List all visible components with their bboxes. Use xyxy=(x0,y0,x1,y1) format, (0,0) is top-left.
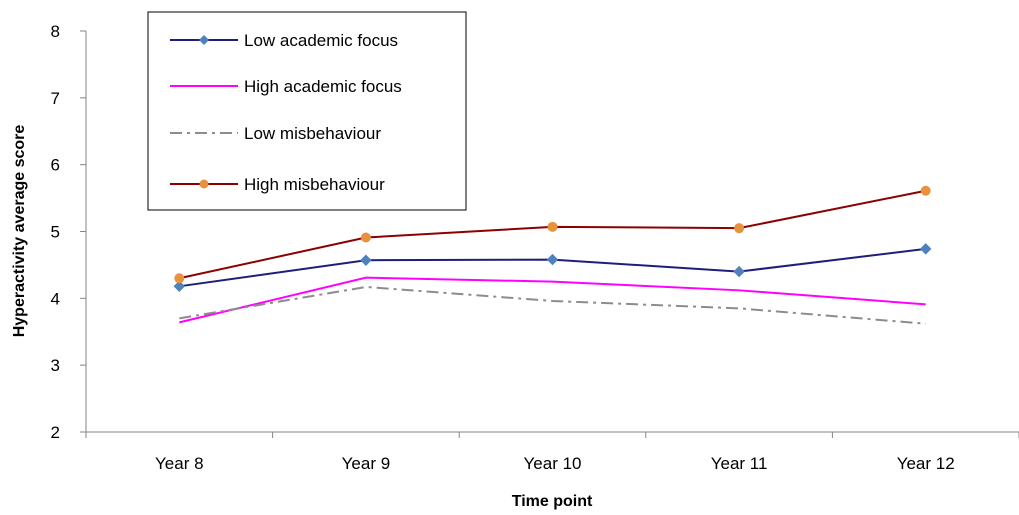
x-tick-label: Year 9 xyxy=(342,454,391,473)
legend-item: Low academic focus xyxy=(170,31,398,50)
y-tick-label: 8 xyxy=(51,22,60,41)
data-point xyxy=(174,273,185,284)
x-tick-label: Year 12 xyxy=(897,454,955,473)
x-axis-title: Time point xyxy=(512,493,593,510)
series-line xyxy=(179,276,926,324)
legend-item: High academic focus xyxy=(170,77,402,96)
axes: 2 3 4 5 6 7 8 Year 8 Year 9 Year 10 Year 11 Year 12 xyxy=(51,22,1019,473)
y-tick-label: 7 xyxy=(51,89,60,108)
legend-box xyxy=(147,11,467,211)
legend-label: Low academic focus xyxy=(244,31,398,50)
legend-marker xyxy=(199,35,209,45)
series-line xyxy=(179,285,926,325)
data-point xyxy=(734,223,745,234)
data-point xyxy=(547,221,558,232)
y-tick-label: 2 xyxy=(51,423,60,442)
data-point xyxy=(546,253,559,266)
data-point xyxy=(920,185,931,196)
legend-label: Low misbehaviour xyxy=(244,124,381,143)
data-point xyxy=(360,254,372,266)
legend-label: High misbehaviour xyxy=(244,175,385,194)
legend-item: High misbehaviour xyxy=(170,175,385,194)
legend-label: High academic focus xyxy=(244,77,402,96)
legend: Low academic focus High academic focus Low… xyxy=(147,11,467,211)
series-high-misbehaviour xyxy=(174,185,931,284)
data-point xyxy=(173,280,186,293)
y-tick-label: 3 xyxy=(51,356,60,375)
x-tick-label: Year 11 xyxy=(711,454,768,473)
legend-marker xyxy=(199,179,209,189)
y-axis-title: Hyperactivity average score xyxy=(11,125,28,338)
data-point xyxy=(360,232,371,243)
series-layer xyxy=(173,185,932,325)
y-tick-label: 6 xyxy=(51,156,60,175)
y-tick-label: 4 xyxy=(51,289,60,308)
legend-item: Low misbehaviour xyxy=(170,124,381,143)
y-tick-label: 5 xyxy=(51,223,60,242)
x-tick-label: Year 10 xyxy=(524,454,582,473)
series-low-academic-focus xyxy=(173,243,932,293)
data-point xyxy=(919,243,932,255)
data-point xyxy=(733,265,745,278)
x-tick-label: Year 8 xyxy=(155,454,204,473)
series-high-academic-focus xyxy=(179,276,926,324)
series-low-misbehaviour xyxy=(179,285,926,325)
